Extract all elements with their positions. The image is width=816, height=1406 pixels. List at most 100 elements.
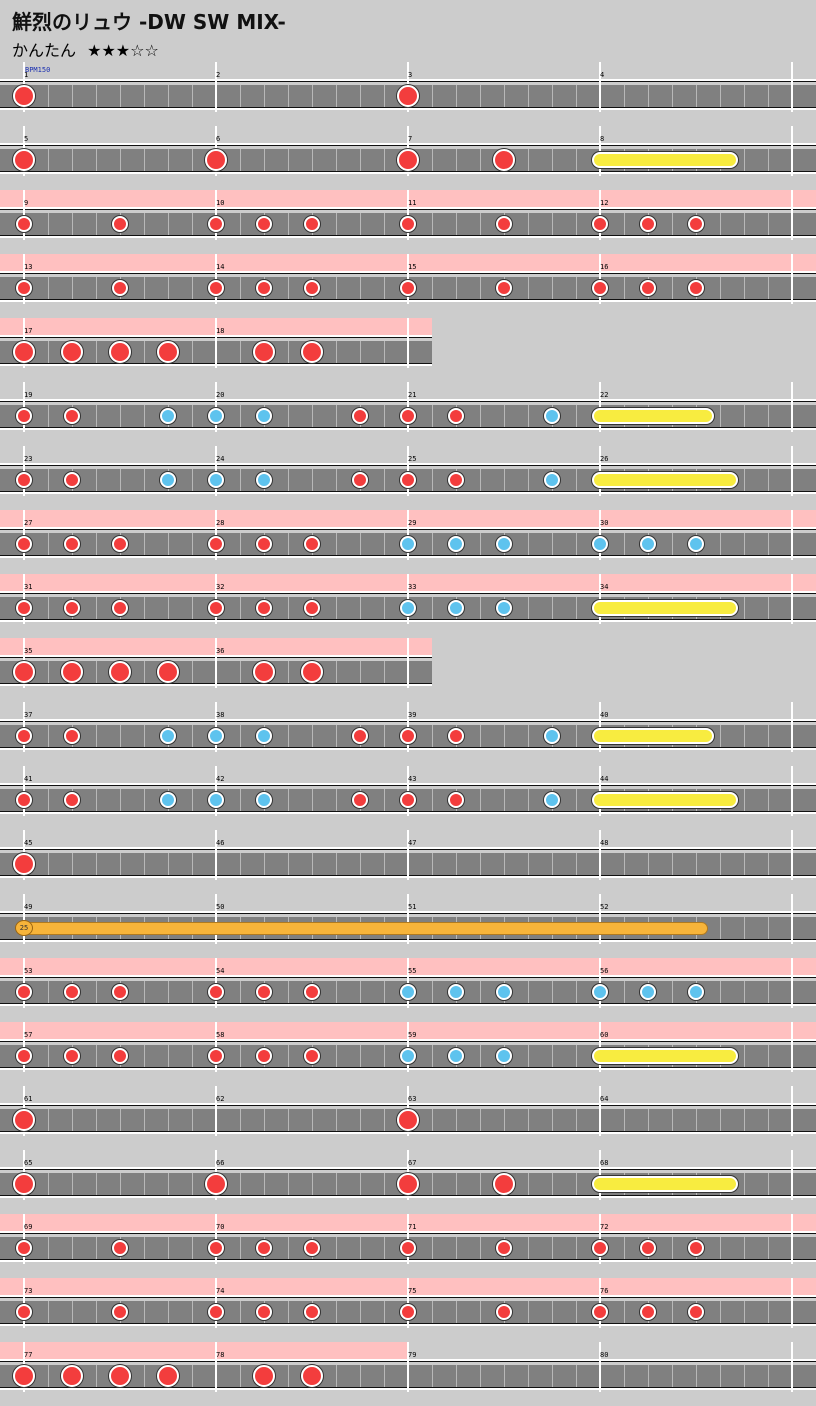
measure-number: 77 bbox=[24, 1351, 33, 1359]
beat-line bbox=[528, 725, 529, 747]
beat-line bbox=[168, 277, 169, 299]
don-note bbox=[352, 792, 368, 808]
beat-line bbox=[240, 1109, 241, 1131]
beat-line bbox=[432, 1173, 433, 1195]
don-note bbox=[16, 984, 32, 1000]
beat-line bbox=[720, 981, 721, 1003]
beat-line bbox=[336, 661, 337, 683]
don-note bbox=[16, 1240, 32, 1256]
beat-line bbox=[48, 1301, 49, 1323]
measure-number: 40 bbox=[600, 711, 609, 719]
big-don-note bbox=[109, 661, 131, 683]
beat-line bbox=[384, 1109, 385, 1131]
beat-line bbox=[72, 213, 73, 235]
don-note bbox=[304, 1240, 320, 1256]
bar-line bbox=[791, 382, 793, 432]
beat-line bbox=[552, 981, 553, 1003]
beat-line bbox=[288, 1045, 289, 1067]
don-note bbox=[304, 280, 320, 296]
beat-line bbox=[504, 1365, 505, 1387]
bar-line bbox=[23, 702, 25, 752]
beat-line bbox=[312, 149, 313, 171]
measure-number: 76 bbox=[600, 1287, 609, 1295]
beat-line bbox=[624, 1237, 625, 1259]
don-note bbox=[448, 728, 464, 744]
beat-line bbox=[312, 1109, 313, 1131]
don-note bbox=[496, 280, 512, 296]
bar-line bbox=[791, 574, 793, 624]
beat-line bbox=[528, 469, 529, 491]
don-note bbox=[304, 1048, 320, 1064]
measure-number: 75 bbox=[408, 1287, 417, 1295]
beat-line bbox=[288, 597, 289, 619]
don-note bbox=[448, 472, 464, 488]
beat-line bbox=[168, 149, 169, 171]
beat-line bbox=[768, 853, 769, 875]
big-don-note bbox=[253, 341, 275, 363]
ka-note bbox=[448, 984, 464, 1000]
big-don-note bbox=[397, 149, 419, 171]
bar-line bbox=[23, 1278, 25, 1328]
beat-line bbox=[240, 341, 241, 363]
beat-line bbox=[336, 1301, 337, 1323]
beat-line bbox=[288, 981, 289, 1003]
bar-line bbox=[23, 894, 25, 944]
beat-line bbox=[96, 1301, 97, 1323]
beat-line bbox=[288, 277, 289, 299]
drumroll-note bbox=[592, 728, 714, 744]
beat-line bbox=[768, 1365, 769, 1387]
don-note bbox=[112, 984, 128, 1000]
measure-number: 71 bbox=[408, 1223, 417, 1231]
don-note bbox=[592, 216, 608, 232]
don-note bbox=[256, 984, 272, 1000]
beat-line bbox=[192, 1045, 193, 1067]
beat-line bbox=[96, 277, 97, 299]
measure-number: 11 bbox=[408, 199, 417, 207]
beat-line bbox=[744, 1045, 745, 1067]
drumroll-note bbox=[592, 408, 714, 424]
beat-line bbox=[552, 1365, 553, 1387]
beat-line bbox=[192, 533, 193, 555]
measure-number: 61 bbox=[24, 1095, 33, 1103]
beat-line bbox=[456, 213, 457, 235]
measure-number: 13 bbox=[24, 263, 33, 271]
measure-number: 80 bbox=[600, 1351, 609, 1359]
beat-line bbox=[72, 277, 73, 299]
bar-line bbox=[23, 382, 25, 432]
bar-line bbox=[791, 830, 793, 880]
bar-line bbox=[215, 1086, 217, 1136]
bar-line bbox=[215, 254, 217, 304]
don-note bbox=[304, 216, 320, 232]
bar-line bbox=[791, 446, 793, 496]
balloon-roll bbox=[24, 922, 708, 935]
don-note bbox=[64, 728, 80, 744]
beat-line bbox=[240, 149, 241, 171]
chart-row: 69 70 71 72 bbox=[0, 1214, 816, 1278]
beat-line bbox=[528, 533, 529, 555]
bar-line bbox=[791, 766, 793, 816]
beat-line bbox=[144, 853, 145, 875]
beat-line bbox=[744, 597, 745, 619]
big-don-note bbox=[397, 85, 419, 107]
beat-line bbox=[672, 853, 673, 875]
beat-line bbox=[768, 149, 769, 171]
bar-line bbox=[407, 446, 409, 496]
don-note bbox=[400, 1304, 416, 1320]
beat-line bbox=[72, 1301, 73, 1323]
beat-line bbox=[672, 213, 673, 235]
chart-row: 37 38 39 40 bbox=[0, 702, 816, 766]
beat-line bbox=[384, 1173, 385, 1195]
beat-line bbox=[432, 533, 433, 555]
beat-line bbox=[576, 85, 577, 107]
beat-line bbox=[480, 981, 481, 1003]
beat-line bbox=[720, 277, 721, 299]
beat-line bbox=[240, 1045, 241, 1067]
beat-line bbox=[456, 1301, 457, 1323]
beat-line bbox=[504, 853, 505, 875]
bar-line bbox=[599, 830, 601, 880]
don-note bbox=[112, 1240, 128, 1256]
bar-line bbox=[791, 1278, 793, 1328]
beat-line bbox=[768, 597, 769, 619]
ka-note bbox=[592, 536, 608, 552]
beat-line bbox=[576, 853, 577, 875]
